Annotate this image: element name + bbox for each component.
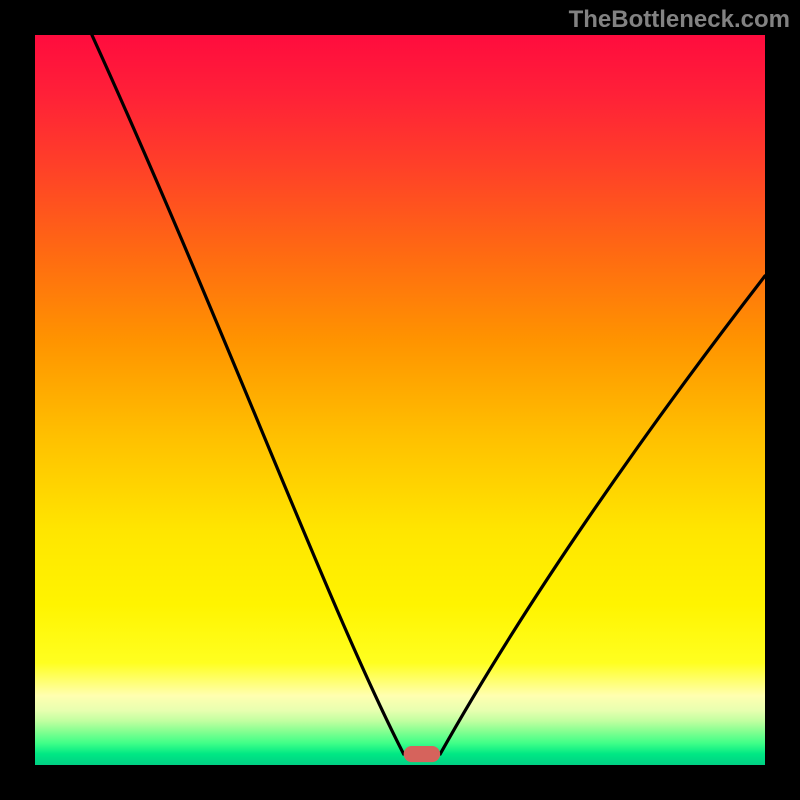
chart-root: TheBottleneck.com [0, 0, 800, 800]
optimal-marker [404, 746, 441, 762]
plot-area [35, 35, 765, 765]
bottleneck-chart [0, 0, 800, 800]
watermark-text: TheBottleneck.com [569, 6, 790, 34]
